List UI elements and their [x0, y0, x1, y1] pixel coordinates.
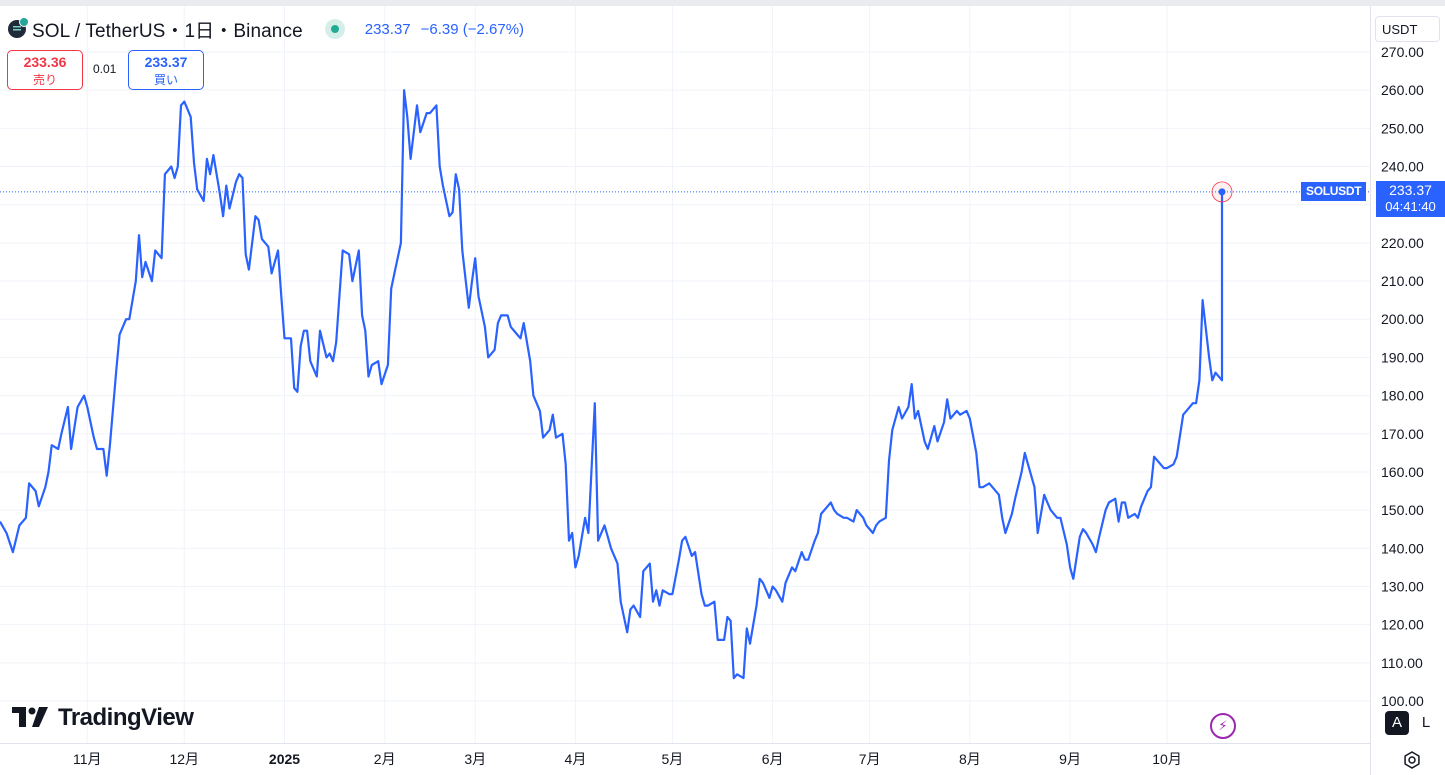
- auto-scale-button[interactable]: A: [1385, 711, 1409, 735]
- price-tick-label: 190.00: [1381, 349, 1424, 365]
- settings-gear-icon[interactable]: [1400, 748, 1424, 772]
- symbol-title[interactable]: SOL / TetherUS・1日・Binance: [32, 20, 303, 42]
- sell-price: 233.36: [23, 54, 67, 70]
- log-scale-button[interactable]: L: [1421, 714, 1431, 731]
- lightning-icon[interactable]: ⚡: [1210, 713, 1236, 739]
- price-line: [0, 89, 1224, 680]
- bar-countdown: 04:41:40: [1385, 199, 1436, 214]
- price-tick-label: 240.00: [1381, 159, 1424, 175]
- time-tick-label: 6月: [762, 751, 784, 767]
- buy-label: 買い: [153, 73, 178, 87]
- buy-button[interactable]: 233.37 買い: [128, 50, 204, 90]
- price-tick-label: 120.00: [1381, 617, 1424, 633]
- tradingview-logo-icon: [12, 707, 48, 727]
- time-tick-label: 7月: [859, 751, 881, 767]
- last-price-tag: 233.37 04:41:40: [1376, 181, 1445, 217]
- time-tick-label: 2月: [374, 751, 396, 767]
- time-tick-label: 10月: [1152, 751, 1182, 767]
- price-tick-label: 260.00: [1381, 82, 1424, 98]
- price-tick-label: 130.00: [1381, 578, 1424, 594]
- sell-button[interactable]: 233.36 売り: [7, 50, 83, 90]
- price-change: −6.39 (−2.67%): [420, 20, 525, 38]
- symbol-price-label: SOLUSDT: [1301, 182, 1367, 201]
- price-tick-label: 180.00: [1381, 388, 1424, 404]
- market-open-status-icon[interactable]: [324, 19, 345, 39]
- spread-value: 0.01: [93, 62, 117, 76]
- time-tick-label: 5月: [662, 751, 684, 767]
- sell-label: 売り: [32, 73, 57, 87]
- time-tick-label: 4月: [565, 751, 587, 767]
- price-tick-label: 210.00: [1381, 273, 1424, 289]
- last-price-tag-value: 233.37: [1389, 182, 1432, 198]
- buy-price: 233.37: [144, 54, 188, 70]
- price-chart[interactable]: 100.00 110.00 120.00 130.00 140.00 150.00 160.…: [0, 6, 1445, 775]
- price-tick-label: 110.00: [1381, 655, 1423, 671]
- price-tick-label: 150.00: [1381, 502, 1424, 518]
- last-price: 233.37: [364, 20, 411, 38]
- time-tick-label: 11月: [73, 751, 102, 767]
- grid-lines: [0, 6, 1370, 743]
- logo-text: TradingView: [58, 704, 194, 731]
- last-price-marker: [1218, 188, 1226, 196]
- price-tick-label: 200.00: [1381, 311, 1424, 327]
- top-border: [0, 0, 1445, 6]
- solana-symbol-icon[interactable]: [8, 17, 29, 38]
- price-tick-label: 140.00: [1381, 540, 1424, 556]
- symbol-header: SOL / TetherUS・1日・Binance 233.37 −6.39 (…: [8, 17, 525, 42]
- price-tick-label: 160.00: [1381, 464, 1424, 480]
- price-tick-label: 270.00: [1381, 44, 1424, 60]
- price-axis: 100.00 110.00 120.00 130.00 140.00 150.00 160.…: [1381, 44, 1424, 709]
- price-tick-label: 250.00: [1381, 120, 1424, 136]
- time-axis: 11月 12月 2025 2月 3月 4月 5月 6月 7月 8月 9月 10月: [73, 751, 1182, 767]
- tradingview-logo[interactable]: TradingView: [12, 704, 194, 732]
- time-tick-label: 12月: [169, 751, 199, 767]
- price-tick-label: 100.00: [1381, 693, 1424, 709]
- time-tick-label: 2025: [269, 751, 300, 767]
- price-tick-label: 170.00: [1381, 426, 1424, 442]
- price-tick-label: 220.00: [1381, 235, 1424, 251]
- time-tick-label: 9月: [1059, 751, 1081, 767]
- currency-selector[interactable]: USDT: [1375, 16, 1440, 42]
- time-tick-label: 8月: [959, 751, 981, 767]
- time-tick-label: 3月: [464, 751, 486, 767]
